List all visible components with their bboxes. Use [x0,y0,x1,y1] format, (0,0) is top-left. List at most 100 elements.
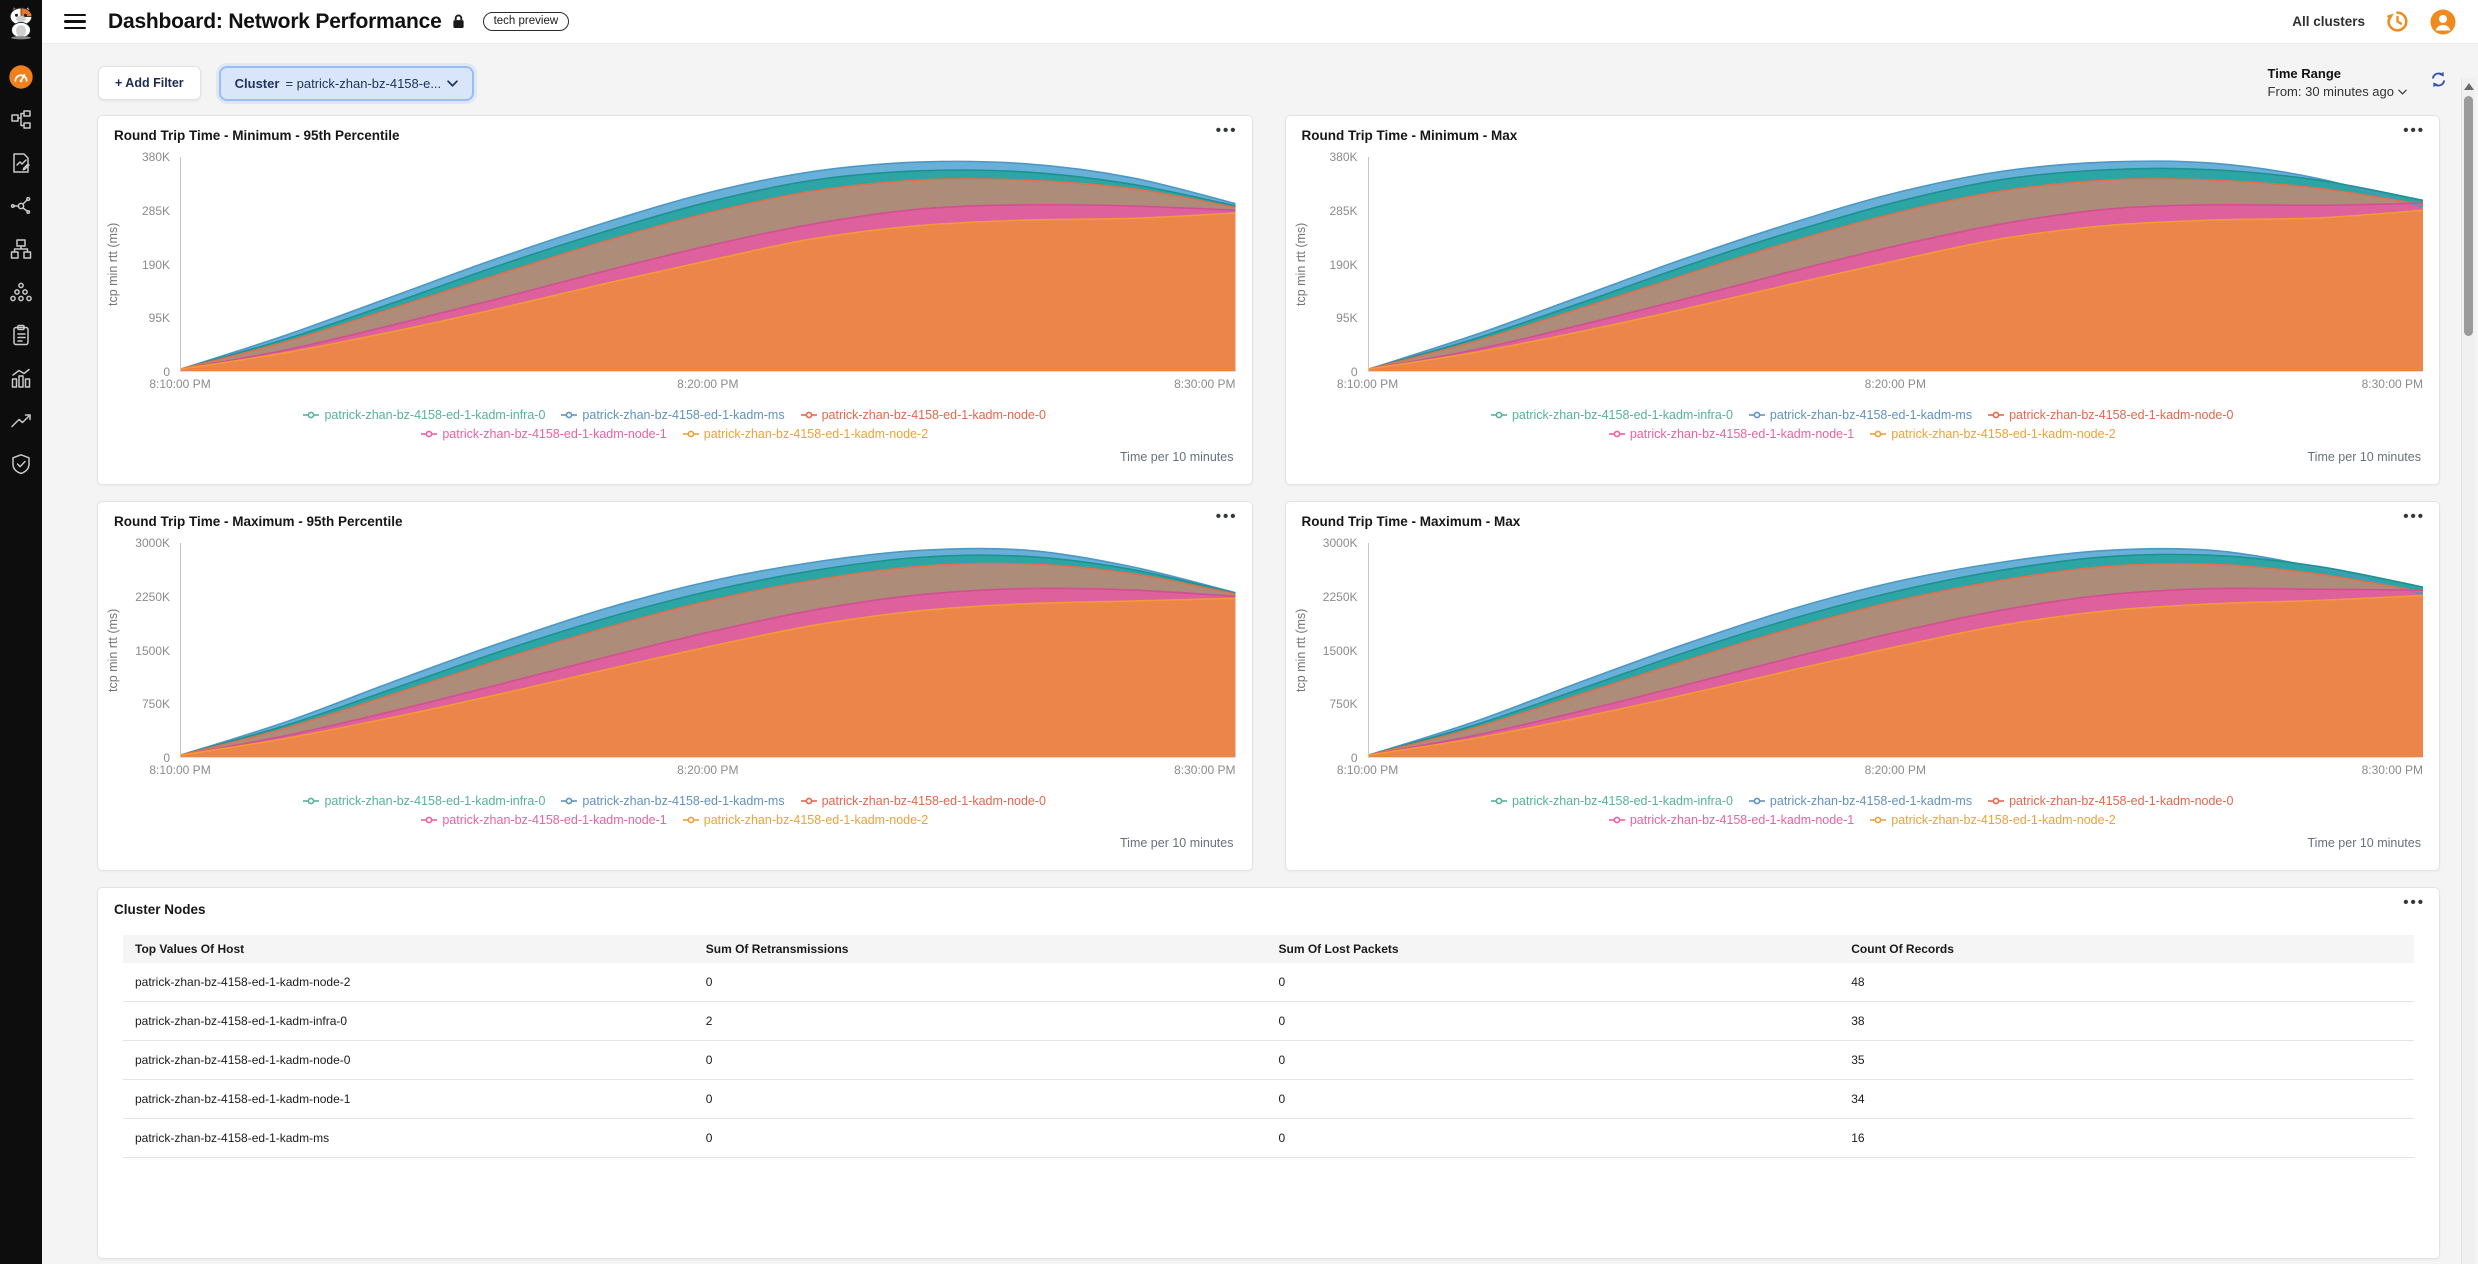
gauge-icon[interactable] [8,64,34,90]
clipboard-icon[interactable] [8,322,34,348]
legend-marker-icon [1748,797,1765,805]
legend-item-ms[interactable]: patrick-zhan-bz-4158-ed-1-kadm-ms [561,794,785,808]
cluster-nodes-panel: Cluster Nodes ••• Top Values Of Host Sum … [97,887,2440,1259]
y-tick-label: 190K [141,257,170,272]
x-tick-label: 8:30:00 PM [1174,377,1236,391]
table-column-header[interactable]: Top Values Of Host [123,935,696,963]
legend-item-node2[interactable]: patrick-zhan-bz-4158-ed-1-kadm-node-2 [1870,427,2116,441]
area-series-node2 [1368,595,2423,757]
legend-item-ms[interactable]: patrick-zhan-bz-4158-ed-1-kadm-ms [561,408,785,422]
area-chart[interactable] [1367,543,2423,758]
cat-logo[interactable] [3,4,39,40]
add-filter-button[interactable]: + Add Filter [98,66,201,100]
y-axis-label: tcp min rtt (ms) [106,222,120,307]
area-chart[interactable] [180,157,1236,372]
all-clusters-link[interactable]: All clusters [2292,14,2365,29]
legend-marker-icon [303,411,320,419]
table-cell: 0 [1268,1001,1842,1041]
hamburger-menu-icon[interactable] [64,13,86,30]
table-row: patrick-zhan-bz-4158-ed-1-kadm-node-1 0 0 3… [123,1079,2414,1119]
table-cell: 0 [695,1040,1269,1080]
x-axis-ticks: 8:10:00 PM 8:20:00 PM 8:30:00 PM [149,372,1236,396]
legend-item-node1[interactable]: patrick-zhan-bz-4158-ed-1-kadm-node-1 [421,813,667,827]
chart-legend: patrick-zhan-bz-4158-ed-1-kadm-infra-0 pa… [98,794,1252,827]
legend-item-node1[interactable]: patrick-zhan-bz-4158-ed-1-kadm-node-1 [1608,813,1854,827]
legend-marker-icon [303,797,320,805]
y-tick-label: 2250K [1322,589,1358,604]
trend-arrow-icon[interactable] [8,408,34,434]
legend-marker-icon [1490,797,1507,805]
cluster-filter-pill[interactable]: Cluster = patrick-zhan-bz-4158-e... [218,66,475,101]
legend-item-ms[interactable]: patrick-zhan-bz-4158-ed-1-kadm-ms [1748,408,1972,422]
area-chart[interactable] [1367,157,2423,372]
y-tick-label: 750K [1329,697,1358,712]
time-range-value[interactable]: From: 30 minutes ago [2268,84,2407,99]
network-tree-icon[interactable] [8,236,34,262]
legend-item-node2[interactable]: patrick-zhan-bz-4158-ed-1-kadm-node-2 [682,813,928,827]
x-tick-label: 8:10:00 PM [1336,377,1399,391]
chevron-down-icon [2398,89,2407,95]
x-tick-label: 8:30:00 PM [2361,763,2423,777]
y-tick-label: 2250K [135,589,170,604]
legend-item-node0[interactable]: patrick-zhan-bz-4158-ed-1-kadm-node-0 [1988,794,2234,808]
area-series-node2 [181,598,1236,757]
legend-item-node1[interactable]: patrick-zhan-bz-4158-ed-1-kadm-node-1 [1608,427,1854,441]
y-axis-ticks: 380K 285K 190K 95K 0 [1318,150,1368,379]
panel-options-icon[interactable]: ••• [2403,894,2425,911]
bar-chart-icon[interactable] [8,365,34,391]
x-axis-ticks: 8:10:00 PM 8:20:00 PM 8:30:00 PM [1337,372,2423,396]
y-axis-ticks: 3000K 2250K 1500K 750K 0 [1318,536,1368,765]
legend-marker-icon [682,816,699,824]
legend-marker-icon [1490,411,1507,419]
legend-item-infra[interactable]: patrick-zhan-bz-4158-ed-1-kadm-infra-0 [303,408,545,422]
legend-item-node2[interactable]: patrick-zhan-bz-4158-ed-1-kadm-node-2 [1870,813,2116,827]
legend-item-node2[interactable]: patrick-zhan-bz-4158-ed-1-kadm-node-2 [682,427,928,441]
panel-options-icon[interactable]: ••• [1215,508,1238,525]
x-tick-label: 8:10:00 PM [149,763,211,777]
legend-item-infra[interactable]: patrick-zhan-bz-4158-ed-1-kadm-infra-0 [1490,794,1733,808]
legend-item-node0[interactable]: patrick-zhan-bz-4158-ed-1-kadm-node-0 [1988,408,2234,422]
table-column-header[interactable]: Sum Of Retransmissions [695,935,1269,963]
y-tick-label: 0 [163,751,170,765]
panel-options-icon[interactable]: ••• [2403,508,2425,525]
legend-item-node1[interactable]: patrick-zhan-bz-4158-ed-1-kadm-node-1 [421,427,667,441]
vertical-scrollbar[interactable] [2461,78,2475,1264]
panel-options-icon[interactable]: ••• [1215,122,1238,139]
dashboard-panels: Round Trip Time - Minimum - 95th Percent… [42,115,2478,1259]
table-cell: patrick-zhan-bz-4158-ed-1-kadm-infra-0 [123,1001,696,1041]
table-cell: 0 [1268,1040,1842,1080]
document-edit-icon[interactable] [8,150,34,176]
panel-options-icon[interactable]: ••• [2403,122,2425,139]
user-avatar-icon[interactable] [2430,9,2456,35]
history-icon[interactable] [2385,9,2410,34]
x-tick-label: 8:20:00 PM [1864,377,1926,391]
share-graph-icon[interactable] [8,193,34,219]
circle-cluster-icon[interactable] [8,279,34,305]
legend-item-infra[interactable]: patrick-zhan-bz-4158-ed-1-kadm-infra-0 [1490,408,1733,422]
table-cell: patrick-zhan-bz-4158-ed-1-kadm-ms [123,1118,696,1158]
legend-item-ms[interactable]: patrick-zhan-bz-4158-ed-1-kadm-ms [1748,794,1972,808]
legend-item-node0[interactable]: patrick-zhan-bz-4158-ed-1-kadm-node-0 [800,408,1046,422]
topology-icon[interactable] [8,107,34,133]
table-column-header[interactable]: Count Of Records [1841,935,2414,963]
area-chart[interactable] [180,543,1236,758]
x-tick-label: 8:30:00 PM [2361,377,2423,391]
legend-item-node0[interactable]: patrick-zhan-bz-4158-ed-1-kadm-node-0 [800,794,1046,808]
scroll-up-icon[interactable] [2463,83,2474,90]
y-tick-label: 3000K [1322,536,1358,550]
legend-item-infra[interactable]: patrick-zhan-bz-4158-ed-1-kadm-infra-0 [303,794,545,808]
sidebar [0,0,42,1264]
main-area: Dashboard: Network Performance tech prev… [42,0,2478,1264]
table-column-header[interactable]: Sum Of Lost Packets [1268,935,1842,963]
refresh-icon[interactable] [2429,70,2448,89]
table-row: patrick-zhan-bz-4158-ed-1-kadm-ms 0 0 16 [123,1118,2414,1158]
legend-marker-icon [421,816,438,824]
shield-check-icon[interactable] [8,451,34,477]
y-axis-label: tcp min rtt (ms) [106,608,120,693]
scrollbar-thumb[interactable] [2464,96,2473,336]
x-axis-ticks: 8:10:00 PM 8:20:00 PM 8:30:00 PM [149,758,1235,782]
table-cell: patrick-zhan-bz-4158-ed-1-kadm-node-1 [123,1079,696,1119]
time-range-block: Time Range From: 30 minutes ago [2268,66,2448,99]
table-cell: 0 [695,1118,1269,1158]
cluster-nodes-table: Top Values Of Host Sum Of Retransmissions… [123,935,2414,1158]
